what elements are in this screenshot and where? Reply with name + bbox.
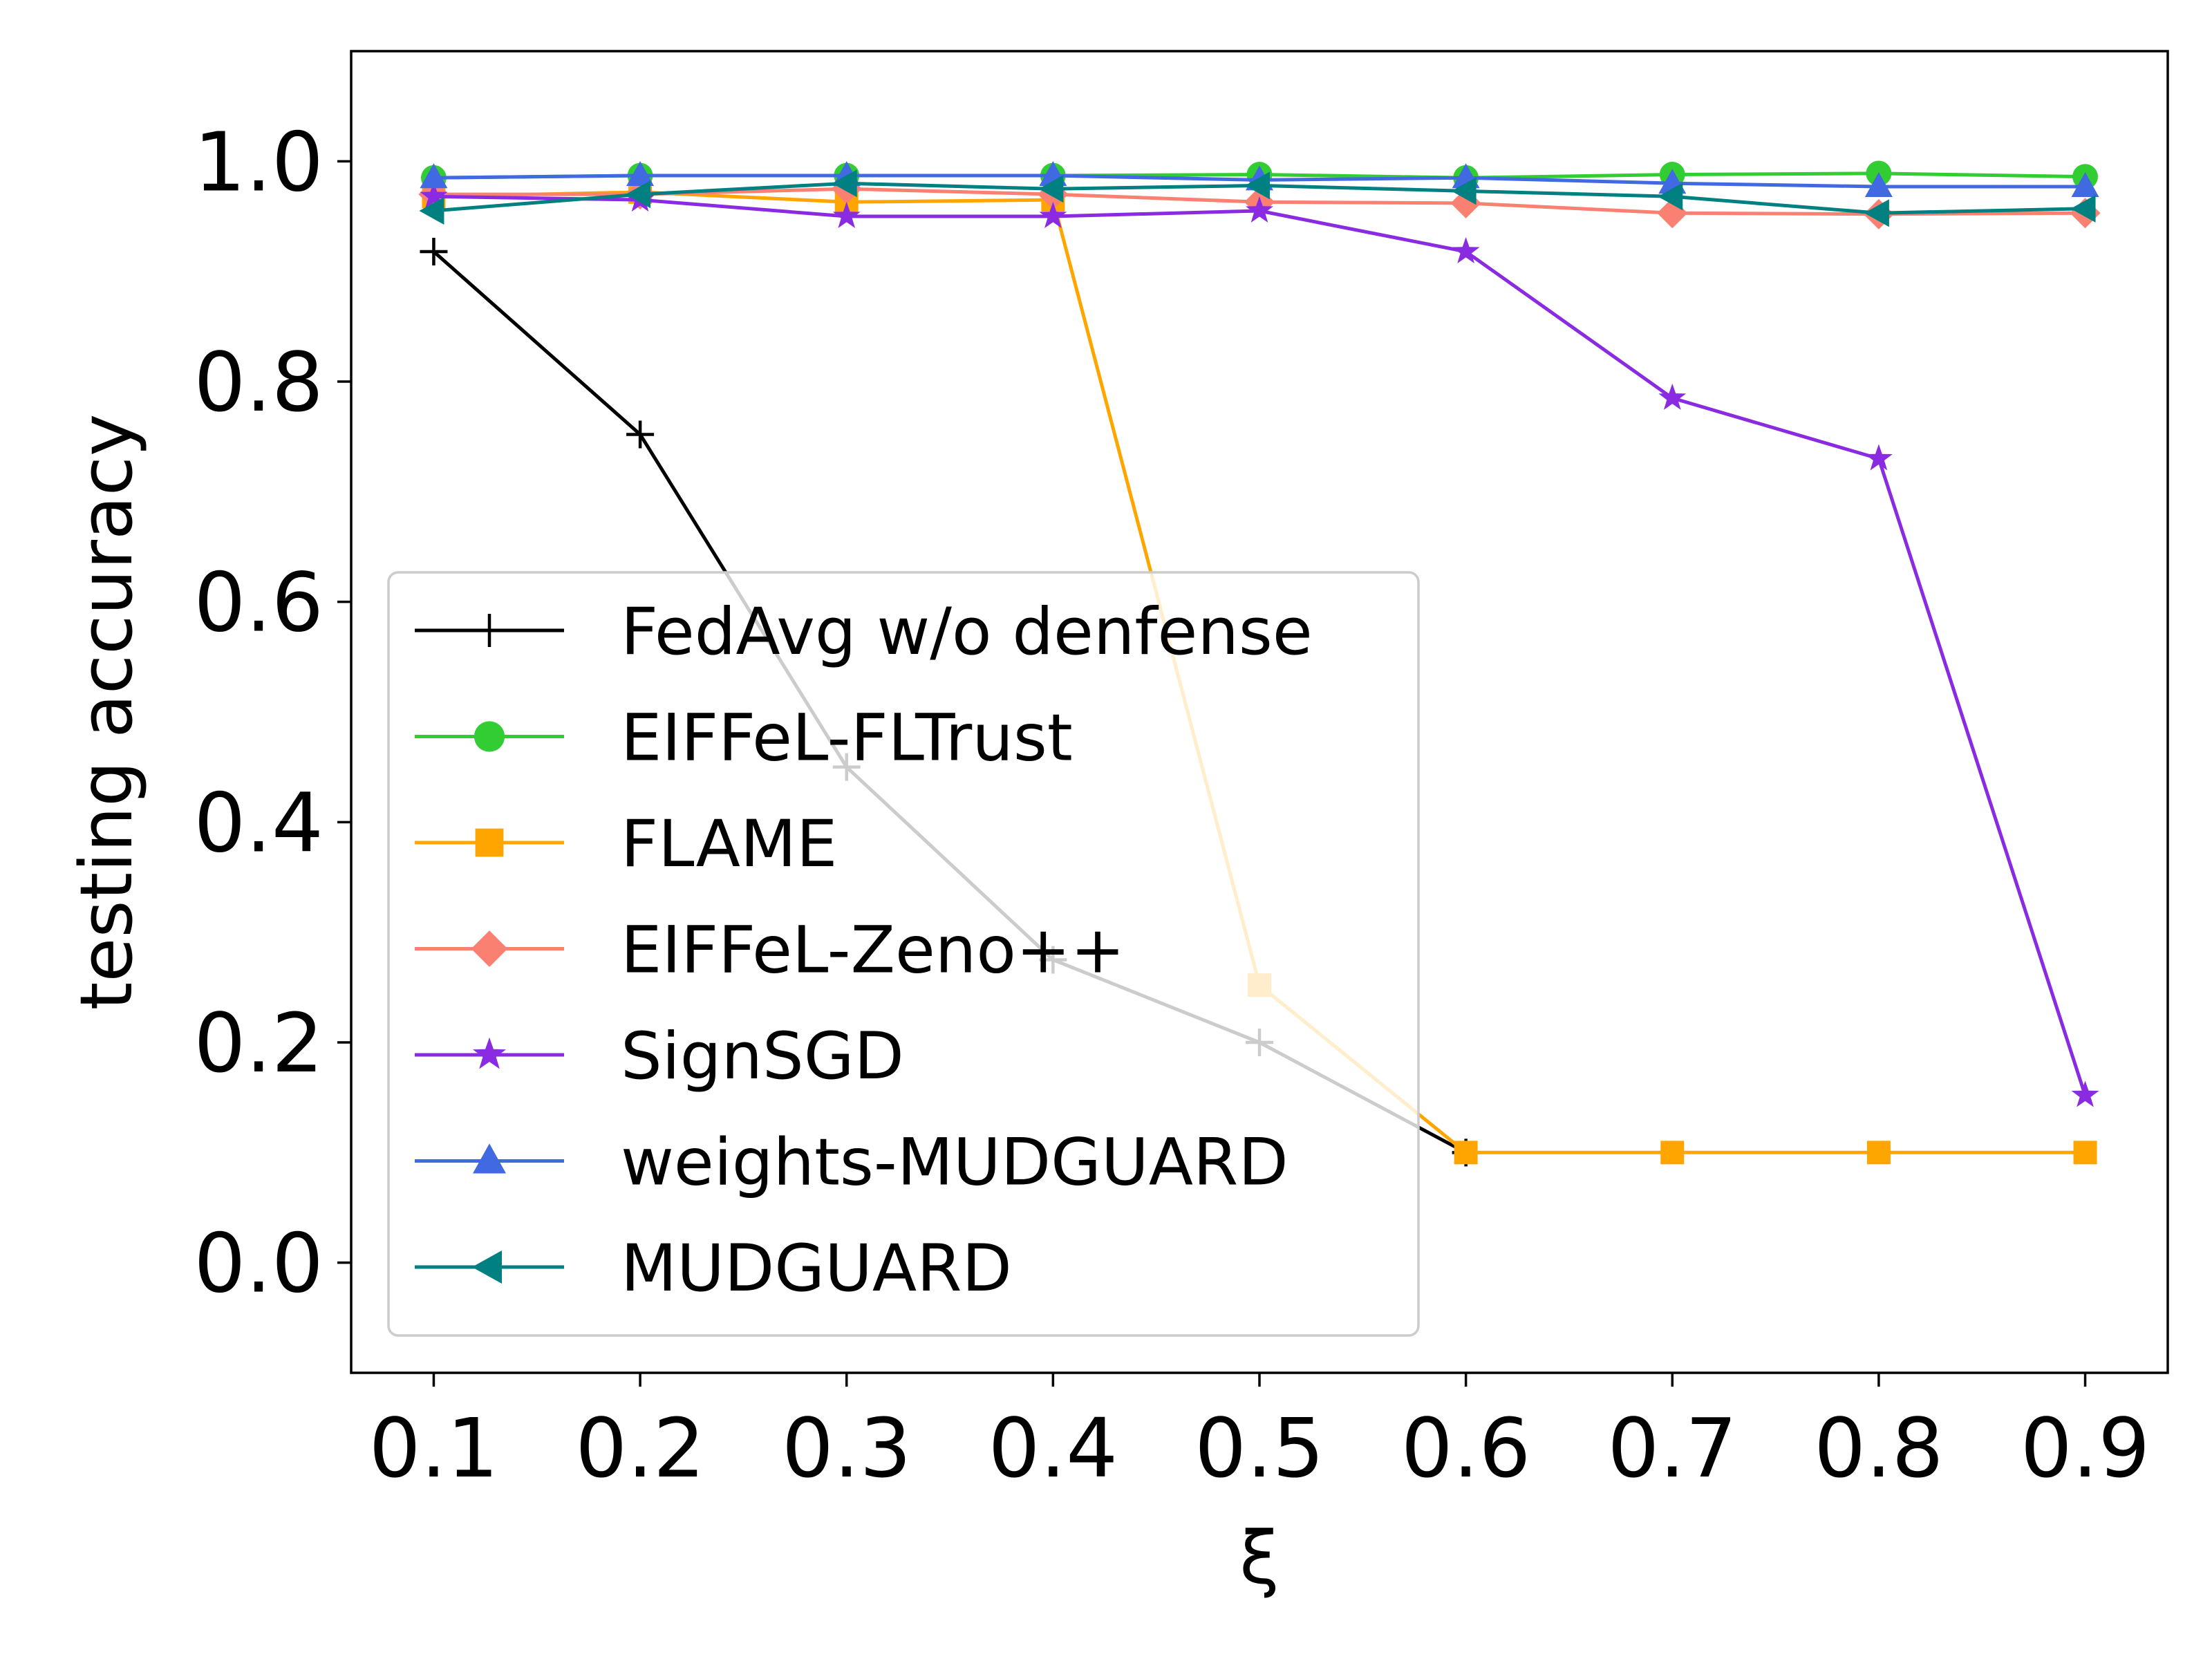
legend-marker	[474, 721, 505, 752]
x-tick-label: 0.4	[988, 1400, 1118, 1496]
legend-label: EIFFeL-FLTrust	[621, 701, 1073, 776]
y-tick-label: 0.6	[194, 555, 324, 650]
y-tick-label: 0.4	[194, 775, 324, 870]
data-point	[1658, 182, 1683, 211]
data-point	[832, 169, 857, 198]
legend-marker	[475, 828, 504, 857]
legend-item: EIFFeL-FLTrust	[415, 701, 1073, 776]
data-point	[420, 237, 448, 265]
legend-marker	[473, 1037, 506, 1069]
x-axis-ticks: 0.1 0.2 0.3 0.4 0.5 0.6 0.7 0.8 0.9	[369, 1373, 2150, 1496]
legend-marker	[471, 930, 508, 967]
legend-item: SignSGD	[415, 1019, 904, 1094]
data-point	[832, 202, 861, 228]
data-point	[1039, 202, 1067, 228]
data-point	[2071, 171, 2099, 197]
x-tick-label: 0.7	[1607, 1400, 1737, 1496]
legend-item: FLAME	[415, 807, 837, 882]
legend-item: weights-MUDGUARD	[415, 1125, 1288, 1201]
data-point	[1864, 171, 1893, 197]
data-point	[419, 197, 444, 225]
legend-marker	[473, 1143, 506, 1174]
y-tick-label: 0.0	[194, 1216, 324, 1311]
data-point	[420, 163, 448, 189]
data-point	[1454, 1141, 1478, 1165]
x-tick-label: 0.3	[782, 1400, 912, 1496]
data-point	[420, 182, 448, 209]
legend-item: FedAvg w/o denfense	[415, 594, 1313, 670]
y-tick-label: 0.2	[194, 995, 324, 1091]
data-point	[1864, 444, 1893, 471]
data-point	[626, 420, 655, 449]
legend-item: MUDGUARD	[415, 1231, 1012, 1306]
x-tick-label: 0.6	[1401, 1400, 1531, 1496]
x-axis-label: ξ	[1239, 1516, 1280, 1600]
legend-marker	[473, 614, 506, 647]
data-point	[1038, 175, 1064, 203]
legend-label: FLAME	[621, 807, 837, 882]
y-tick-label: 0.8	[194, 335, 324, 430]
y-tick-label: 1.0	[194, 114, 324, 209]
x-tick-label: 0.2	[575, 1400, 705, 1496]
data-point	[2071, 1080, 2099, 1107]
legend-label: weights-MUDGUARD	[621, 1125, 1288, 1201]
legend-marker	[471, 1250, 502, 1284]
legend-label: EIFFeL-Zeno++	[621, 913, 1125, 988]
series-mudguard	[419, 169, 2096, 227]
legend-label: SignSGD	[621, 1019, 904, 1094]
y-axis-label: testing accuracy	[64, 414, 149, 1011]
data-point	[626, 180, 651, 209]
data-point	[2073, 1141, 2097, 1165]
data-point	[1452, 237, 1480, 263]
data-point	[2070, 194, 2096, 223]
legend: FedAvg w/o denfense EIFFeL-FLTrust FLAME EI…	[387, 571, 1420, 1337]
x-tick-label: 0.8	[1814, 1400, 1944, 1496]
x-tick-label: 0.5	[1194, 1400, 1324, 1496]
data-point	[1864, 199, 1889, 227]
data-point	[1246, 196, 1273, 223]
data-point	[1866, 1141, 1891, 1165]
data-point	[1245, 171, 1270, 200]
data-point	[1660, 1141, 1685, 1165]
data-point	[626, 161, 655, 187]
data-point	[1451, 177, 1477, 205]
legend-label: FedAvg w/o denfense	[621, 594, 1313, 670]
legend-label: MUDGUARD	[621, 1231, 1012, 1306]
data-point	[1658, 383, 1687, 410]
legend-box	[387, 571, 1420, 1337]
x-tick-label: 0.1	[369, 1400, 499, 1496]
y-axis-ticks: 0.0 0.2 0.4 0.6 0.8 1.0	[194, 114, 351, 1311]
legend-item: EIFFeL-Zeno++	[415, 913, 1125, 988]
x-tick-label: 0.9	[2021, 1400, 2150, 1496]
